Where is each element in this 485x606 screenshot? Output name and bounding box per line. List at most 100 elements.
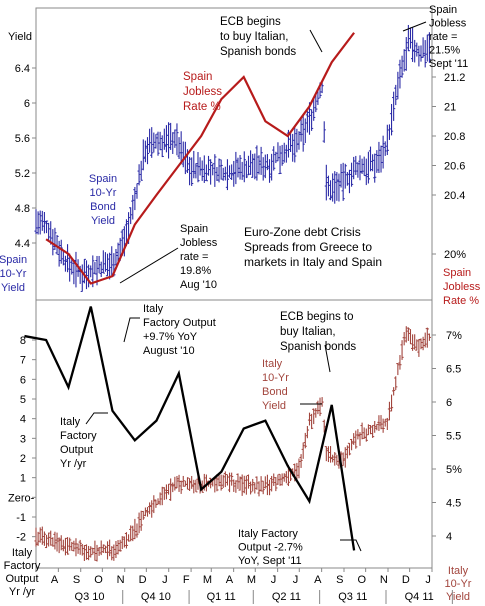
spain-yield-bar-156: [362, 156, 366, 177]
spain-yield-bar-36: [110, 246, 114, 276]
italy-yield-bar-70: [181, 475, 185, 487]
italy-yield-bar-164: [379, 415, 383, 430]
italy-yield-axis-label-line-1: 10-Yr: [445, 578, 472, 590]
bottom-ecb-note-line-2: Spanish bonds: [280, 341, 356, 353]
italy-yield-bar-50: [139, 510, 143, 531]
x-month-label-4: D: [139, 574, 147, 586]
italy-yield-bar-39: [116, 540, 120, 555]
spain-yield-bar-49: [137, 164, 141, 186]
italy-yield-bar-171: [394, 376, 398, 390]
spain-jobless-low-note-line-1: Jobless: [180, 237, 218, 249]
italy-yield-bar-52: [143, 507, 147, 517]
spain-yield-bar-162: [375, 150, 379, 173]
bottom-left-tick-label-9: -1: [16, 512, 26, 524]
bottom-left-tick-label-0: 8: [20, 335, 26, 347]
spain-yield-bar-133: [314, 93, 318, 113]
spain-jobless-high-note-line-1: Jobless: [429, 18, 467, 30]
spain-yield-bar-82: [206, 155, 211, 176]
italy-bond-label-line-2: Bond: [262, 386, 288, 398]
spain-yield-bar-31: [99, 261, 103, 277]
italy-yield-bar-15: [65, 537, 70, 555]
italy-yield-bar-155: [360, 422, 364, 440]
spain-yield-bar-153: [356, 162, 360, 178]
spain-yield-bar-12: [59, 239, 63, 264]
top-ecb-note-line-1: to buy Italian,: [220, 31, 288, 43]
spain-yield-bar-149: [347, 169, 352, 194]
spain-yield-bar-68: [177, 137, 181, 159]
spain-yield-bar-2: [38, 210, 42, 235]
italy-yield-bar-173: [398, 355, 402, 370]
italy-bond-label-line-0: Italy: [262, 358, 283, 370]
italy-yield-bar-60: [160, 486, 164, 506]
spain-yield-bar-100: [244, 160, 248, 179]
spain-yield-bar-146: [341, 162, 345, 201]
spain-yield-bar-70: [181, 141, 185, 168]
spain-yield-bar-154: [358, 155, 362, 181]
italy-yield-bar-110: [265, 474, 270, 496]
output-label-pointer: [85, 412, 108, 425]
italy-yield-bar-101: [246, 474, 251, 489]
top-left-tick-label-5: 4.4: [15, 238, 30, 250]
spain-yield-bar-163: [377, 141, 381, 174]
spain-yield-bar-3: [40, 210, 44, 231]
italy-yield-bar-67: [175, 476, 179, 489]
spain-yield-bar-147: [343, 163, 347, 189]
italy-yield-bar-33: [103, 545, 108, 554]
spain-jobless-low-note-line-0: Spain: [180, 223, 208, 235]
top-right-tick-label-1: 21: [444, 102, 456, 114]
spain-yield-bar-91: [225, 159, 230, 191]
top-left-tick-label-1: 6: [24, 98, 30, 110]
italy-yield-bar-8: [51, 537, 55, 547]
bottom-left-tick-label-8: Zero-: [8, 492, 35, 504]
italy-yield-bar-41: [120, 536, 124, 550]
italy-yield-bar-30: [97, 547, 101, 556]
spain-yield-bar-174: [400, 55, 404, 78]
italy-yield-bar-127: [301, 442, 305, 459]
italy-yield-bar-142: [333, 452, 337, 466]
spain-yield-bar-108: [261, 157, 265, 181]
spain-yield-bar-5: [44, 220, 49, 234]
italy-yield-bar-94: [232, 479, 236, 492]
italy-yield-bar-138: [324, 446, 328, 462]
x-month-label-3: N: [117, 574, 125, 586]
spain-yield-bar-109: [263, 154, 267, 179]
spain-jobless-label-line-0: Spain: [183, 71, 212, 83]
italy-yield-bar-143: [335, 454, 339, 465]
spain-yield-bar-150: [349, 162, 354, 187]
italy-yield-bar-172: [396, 363, 400, 376]
spain-yield-bar-60: [160, 135, 164, 158]
italy-yield-bar-168: [387, 401, 392, 421]
spain-yield-bar-105: [255, 145, 259, 181]
spain-yield-bar-126: [299, 118, 303, 142]
italy-yield-bar-152: [354, 430, 358, 449]
italy-yield-bar-90: [223, 471, 227, 488]
italy-yield-bar-130: [307, 412, 312, 426]
spain-yield-bar-179: [410, 27, 415, 62]
spain-yield-bar-96: [236, 157, 240, 178]
spain-yield-bar-176: [404, 37, 408, 71]
spain-yield-bar-79: [200, 160, 204, 181]
x-month-label-9: M: [247, 574, 256, 586]
spain-yield-bar-160: [371, 154, 375, 172]
top-left-tick-label-2: 5.6: [15, 133, 30, 145]
spain-jobless-label-line-1: Jobless: [183, 86, 222, 98]
low-note-pointer: [119, 247, 179, 284]
italy-yield-bar-3: [40, 526, 44, 545]
italy-yield-bar-149: [347, 442, 352, 456]
spain-yield-bar-131: [310, 109, 314, 131]
italy-yield-bar-51: [141, 510, 145, 520]
spain-yield-bar-183: [419, 45, 423, 62]
spain-yield-bar-83: [209, 159, 213, 185]
spain-yield-bar-165: [381, 135, 385, 169]
italy-output-label-line-1: Factory: [60, 430, 97, 442]
spain-yield-bar-0: [34, 209, 38, 234]
italy-bond-label-line-1: 10-Yr: [262, 372, 289, 384]
italy-yield-bar-32: [101, 544, 105, 554]
italy-yield-bar-65: [171, 482, 175, 493]
italy-yield-bar-129: [305, 426, 309, 439]
italy-yield-axis-label-line-0: Italy: [448, 565, 469, 577]
spain-jobless-axis-label-line-1: Jobless: [443, 281, 481, 293]
top-annotation-title-line-0: Euro-Zone debt Crisis: [244, 225, 361, 239]
italy-yield-bar-47: [133, 518, 137, 540]
italy-yield-bar-157: [364, 428, 368, 442]
